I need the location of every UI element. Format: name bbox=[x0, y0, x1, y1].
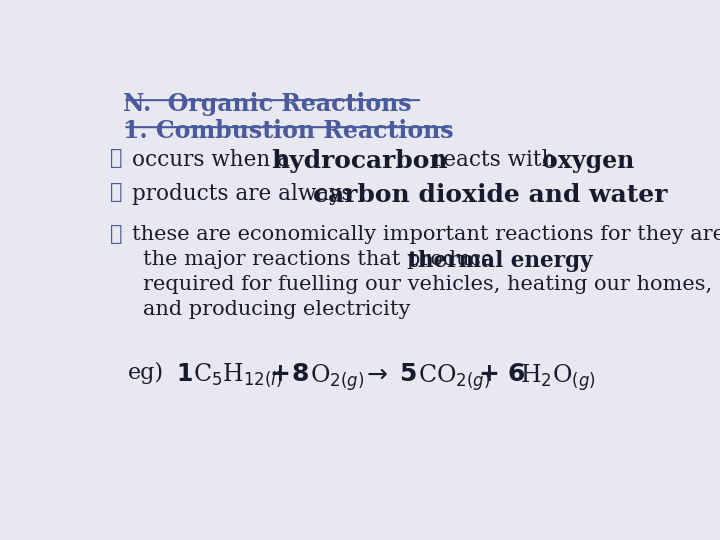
Text: CO$_{2(g)}$: CO$_{2(g)}$ bbox=[418, 362, 490, 393]
Text: $\mathbf{+\ 6}$: $\mathbf{+\ 6}$ bbox=[478, 362, 525, 386]
Text: and producing electricity: and producing electricity bbox=[143, 300, 410, 319]
Text: reacts with: reacts with bbox=[433, 149, 556, 171]
Text: thermal energy: thermal energy bbox=[408, 250, 593, 272]
Text: H$_2$O$_{(g)}$: H$_2$O$_{(g)}$ bbox=[520, 362, 595, 393]
Text: hydrocarbon: hydrocarbon bbox=[271, 149, 448, 173]
Text: N.  Organic Reactions: N. Organic Reactions bbox=[124, 92, 412, 116]
Text: $\mathbf{+}$: $\mathbf{+}$ bbox=[269, 362, 289, 386]
Text: occurs when a: occurs when a bbox=[132, 149, 290, 171]
Text: oxygen: oxygen bbox=[542, 149, 634, 173]
Text: C$_5$H$_{12(l)}$: C$_5$H$_{12(l)}$ bbox=[193, 362, 283, 389]
Text: ★: ★ bbox=[109, 149, 122, 168]
Text: ★: ★ bbox=[109, 183, 122, 202]
Text: $\mathbf{1}$: $\mathbf{1}$ bbox=[176, 362, 193, 386]
Text: these are economically important reactions for they are: these are economically important reactio… bbox=[132, 225, 720, 244]
Text: $\rightarrow$: $\rightarrow$ bbox=[361, 362, 388, 386]
Text: required for fuelling our vehicles, heating our homes,: required for fuelling our vehicles, heat… bbox=[143, 275, 712, 294]
Text: eg): eg) bbox=[128, 362, 164, 384]
Text: O$_{2(g)}$: O$_{2(g)}$ bbox=[310, 362, 364, 393]
Text: carbon dioxide and water: carbon dioxide and water bbox=[313, 183, 667, 207]
Text: $\mathbf{8}$: $\mathbf{8}$ bbox=[291, 362, 309, 386]
Text: the major reactions that produce: the major reactions that produce bbox=[143, 250, 493, 269]
Text: products are always: products are always bbox=[132, 183, 352, 205]
Text: ★: ★ bbox=[109, 225, 122, 244]
Text: $\mathbf{5}$: $\mathbf{5}$ bbox=[399, 362, 416, 386]
Text: 1. Combustion Reactions: 1. Combustion Reactions bbox=[124, 119, 454, 143]
